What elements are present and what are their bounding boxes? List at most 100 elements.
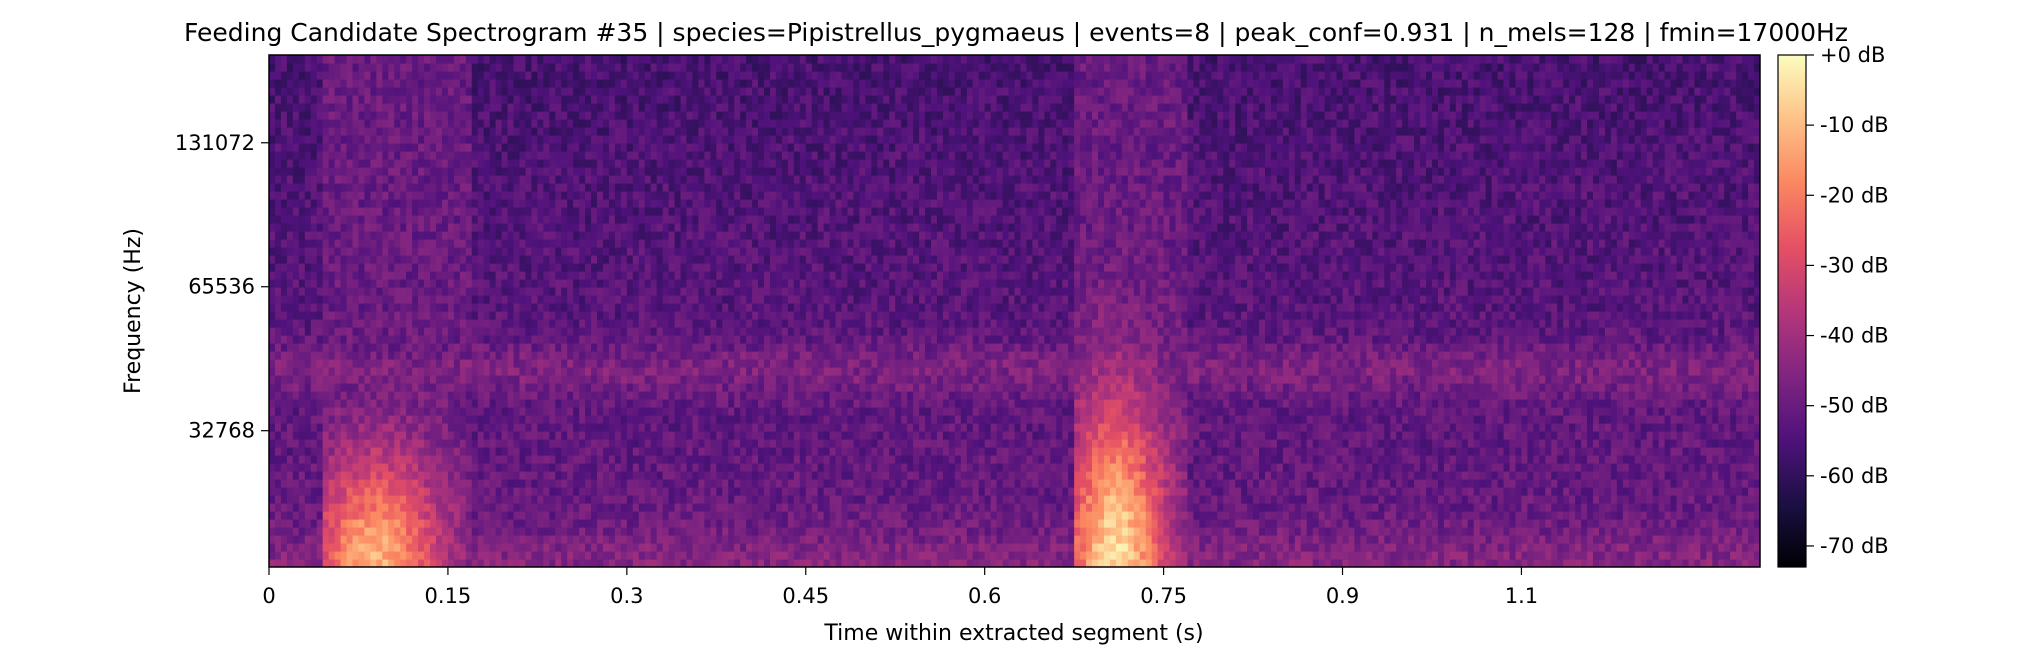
spectrogram-cell: [1712, 527, 1719, 536]
spectrogram-cell: [1432, 407, 1439, 416]
spectrogram-cell: [824, 535, 831, 544]
spectrogram-cell: [919, 527, 926, 536]
spectrogram-cell: [341, 431, 348, 440]
spectrogram-cell: [1688, 463, 1695, 472]
spectrogram-cell: [1748, 431, 1755, 440]
spectrogram-cell: [1283, 535, 1290, 544]
spectrogram-cell: [1217, 495, 1224, 504]
spectrogram-cell: [818, 519, 825, 528]
spectrogram-cell: [1128, 407, 1135, 416]
spectrogram-cell: [1533, 415, 1540, 424]
spectrogram-cell: [1289, 439, 1296, 448]
spectrogram-cell: [788, 415, 795, 424]
spectrogram-cell: [1521, 415, 1528, 424]
spectrogram-cell: [782, 423, 789, 432]
spectrogram-cell: [1068, 415, 1075, 424]
spectrogram-cell: [1241, 543, 1248, 552]
spectrogram-cell: [716, 527, 723, 536]
spectrogram-cell: [1432, 479, 1439, 488]
spectrogram-cell: [1510, 455, 1517, 464]
spectrogram-cell: [925, 519, 932, 528]
spectrogram-cell: [1158, 471, 1165, 480]
spectrogram-cell: [1742, 511, 1749, 520]
spectrogram-cell: [1551, 511, 1558, 520]
spectrogram-cell: [1193, 519, 1200, 528]
spectrogram-cell: [651, 543, 658, 552]
spectrogram-cell: [764, 527, 771, 536]
spectrogram-cell: [728, 407, 735, 416]
spectrogram-cell: [961, 495, 968, 504]
spectrogram-cell: [364, 463, 371, 472]
spectrogram-cell: [895, 535, 902, 544]
spectrogram-cell: [1348, 527, 1355, 536]
spectrogram-cell: [639, 415, 646, 424]
spectrogram-cell: [460, 519, 467, 528]
spectrogram-cell: [1539, 503, 1546, 512]
spectrogram-cell: [681, 463, 688, 472]
spectrogram-cell: [1199, 551, 1206, 560]
spectrogram-cell: [1080, 463, 1087, 472]
spectrogram-cell: [1068, 503, 1075, 512]
spectrogram-cell: [669, 455, 676, 464]
spectrogram-cell: [1134, 519, 1141, 528]
spectrogram-cell: [1170, 519, 1177, 528]
spectrogram-cell: [865, 535, 872, 544]
spectrogram-cell: [1050, 503, 1057, 512]
spectrogram-cell: [1128, 487, 1135, 496]
spectrogram-cell: [794, 527, 801, 536]
spectrogram-cell: [758, 527, 765, 536]
spectrogram-cell: [907, 543, 914, 552]
spectrogram-cell: [388, 407, 395, 416]
spectrogram-cell: [937, 551, 944, 560]
spectrogram-cell: [1515, 407, 1522, 416]
spectrogram-cell: [800, 439, 807, 448]
spectrogram-cell: [1277, 535, 1284, 544]
spectrogram-cell: [1223, 527, 1230, 536]
spectrogram-cell: [1438, 495, 1445, 504]
spectrogram-cell: [555, 495, 562, 504]
spectrogram-cell: [925, 543, 932, 552]
spectrogram-cell: [704, 415, 711, 424]
spectrogram-cell: [1384, 495, 1391, 504]
spectrogram-cell: [1748, 535, 1755, 544]
spectrogram-cell: [961, 543, 968, 552]
spectrogram-cell: [728, 431, 735, 440]
spectrogram-cell: [1641, 407, 1648, 416]
spectrogram-cell: [472, 439, 479, 448]
spectrogram-cell: [1641, 471, 1648, 480]
spectrogram-cell: [299, 543, 306, 552]
spectrogram-cell: [1277, 551, 1284, 560]
spectrogram-cell: [537, 471, 544, 480]
spectrogram-cell: [830, 527, 837, 536]
spectrogram-cell: [764, 503, 771, 512]
spectrogram-cell: [323, 551, 330, 560]
spectrogram-cell: [1110, 535, 1117, 544]
spectrogram-cell: [1504, 535, 1511, 544]
spectrogram-cell: [1492, 535, 1499, 544]
spectrogram-cell: [531, 535, 538, 544]
spectrogram-cell: [1295, 535, 1302, 544]
spectrogram-cell: [448, 487, 455, 496]
spectrogram-cell: [836, 471, 843, 480]
spectrogram-cell: [382, 439, 389, 448]
spectrogram-cell: [448, 431, 455, 440]
spectrogram-cell: [1211, 415, 1218, 424]
spectrogram-cell: [1390, 487, 1397, 496]
spectrogram-cell: [1396, 543, 1403, 552]
spectrogram-cell: [329, 407, 336, 416]
spectrogram-cell: [758, 415, 765, 424]
spectrogram-cell: [478, 487, 485, 496]
spectrogram-cell: [1134, 439, 1141, 448]
spectrogram-cell: [1647, 479, 1654, 488]
spectrogram-cell: [1319, 415, 1326, 424]
spectrogram-cell: [1277, 479, 1284, 488]
spectrogram-cell: [782, 407, 789, 416]
spectrogram-cell: [1587, 479, 1594, 488]
spectrogram-cell: [1468, 447, 1475, 456]
spectrogram-cell: [1504, 479, 1511, 488]
spectrogram-cell: [442, 431, 449, 440]
spectrogram-cell: [543, 479, 550, 488]
spectrogram-cell: [1199, 471, 1206, 480]
spectrogram-cell: [836, 431, 843, 440]
spectrogram-cell: [1545, 535, 1552, 544]
